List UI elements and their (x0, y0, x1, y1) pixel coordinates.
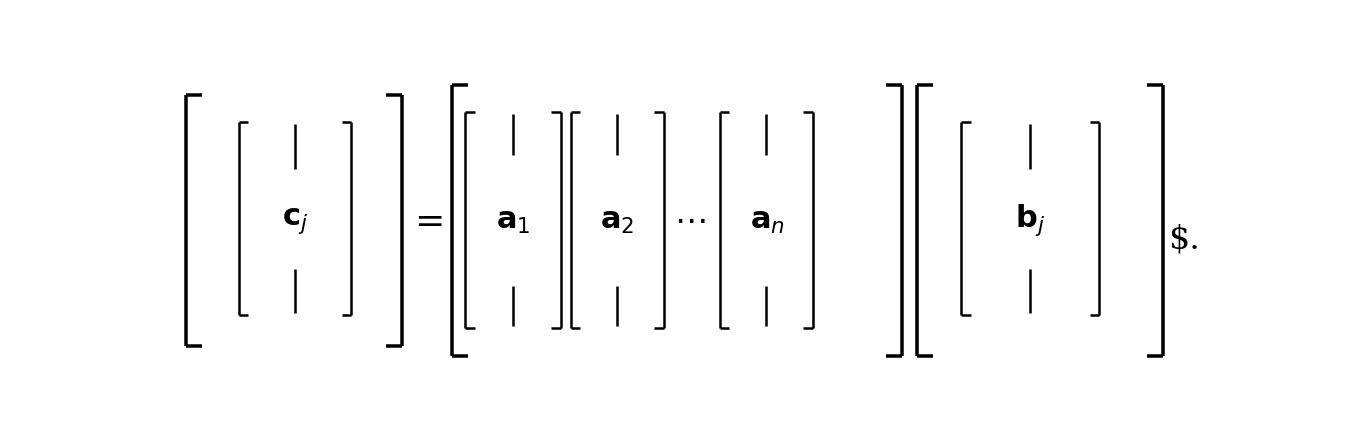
Text: $\mathbf{a}_1$: $\mathbf{a}_1$ (496, 204, 531, 236)
Text: $\cdots$: $\cdots$ (674, 204, 705, 236)
Text: $.: $. (1169, 223, 1201, 255)
Text: $\mathbf{c}_j$: $\mathbf{c}_j$ (282, 204, 307, 236)
Text: $\mathbf{a}_2$: $\mathbf{a}_2$ (600, 204, 635, 236)
Text: $=$: $=$ (408, 203, 443, 237)
Text: $\mathbf{a}_n$: $\mathbf{a}_n$ (750, 204, 785, 236)
Text: $\mathbf{b}_j$: $\mathbf{b}_j$ (1016, 202, 1045, 238)
